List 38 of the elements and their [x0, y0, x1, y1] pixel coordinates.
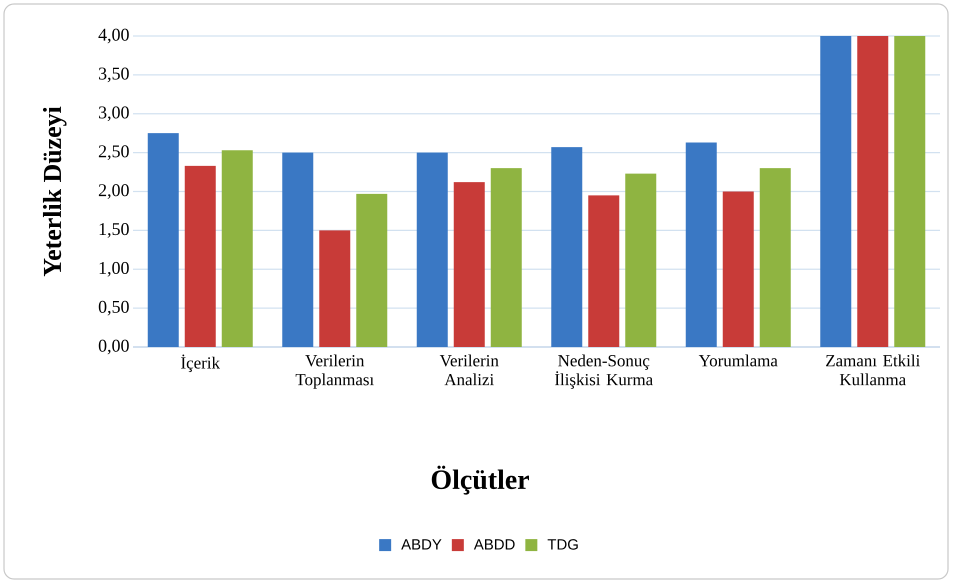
bar [686, 142, 717, 347]
x-axis-title: Ölçütler [432, 466, 529, 495]
y-tick-label: 4,00 [98, 28, 129, 44]
bar [222, 150, 253, 347]
bar [416, 152, 448, 347]
x-tick-label: Verilerin Analizi [440, 354, 499, 386]
bar [356, 194, 388, 347]
x-tick-label: Zamanı Etkili Kullanma [826, 354, 920, 386]
y-axis-title: Yeterlik Düzeyi [42, 106, 67, 276]
x-tick-label: Neden-Sonuç İlişkisi Kurma [554, 354, 653, 389]
legend-label: ABDY [401, 539, 442, 550]
y-tick-label: 1,50 [100, 223, 129, 238]
x-tick-label: Verilerin Toplanması [296, 354, 374, 389]
legend-label: ABDD [474, 539, 515, 550]
y-tick-label: 3,50 [98, 68, 129, 82]
bar [184, 166, 216, 347]
bar [820, 36, 852, 347]
bar [857, 36, 888, 347]
bar [148, 133, 179, 347]
y-tick-label: 2,00 [98, 184, 129, 199]
bar [760, 168, 791, 347]
bar [551, 147, 582, 347]
x-tick-label: Yorumlama [698, 354, 778, 366]
legend-label: TDG [548, 539, 578, 550]
bar [319, 230, 350, 347]
bar [490, 168, 522, 347]
y-tick-label: 1,00 [100, 262, 129, 277]
x-tick-label: İçerik [181, 354, 220, 372]
y-tick-label: 3,00 [98, 106, 129, 122]
y-tick-label: 0,00 [98, 340, 129, 354]
y-tick-label: 0,50 [98, 300, 129, 316]
bar [625, 174, 656, 347]
bar [282, 152, 314, 347]
bar [722, 191, 754, 347]
y-tick-label: 2,50 [98, 145, 129, 160]
bar [588, 195, 620, 347]
bar [454, 182, 485, 347]
bar [894, 36, 926, 347]
